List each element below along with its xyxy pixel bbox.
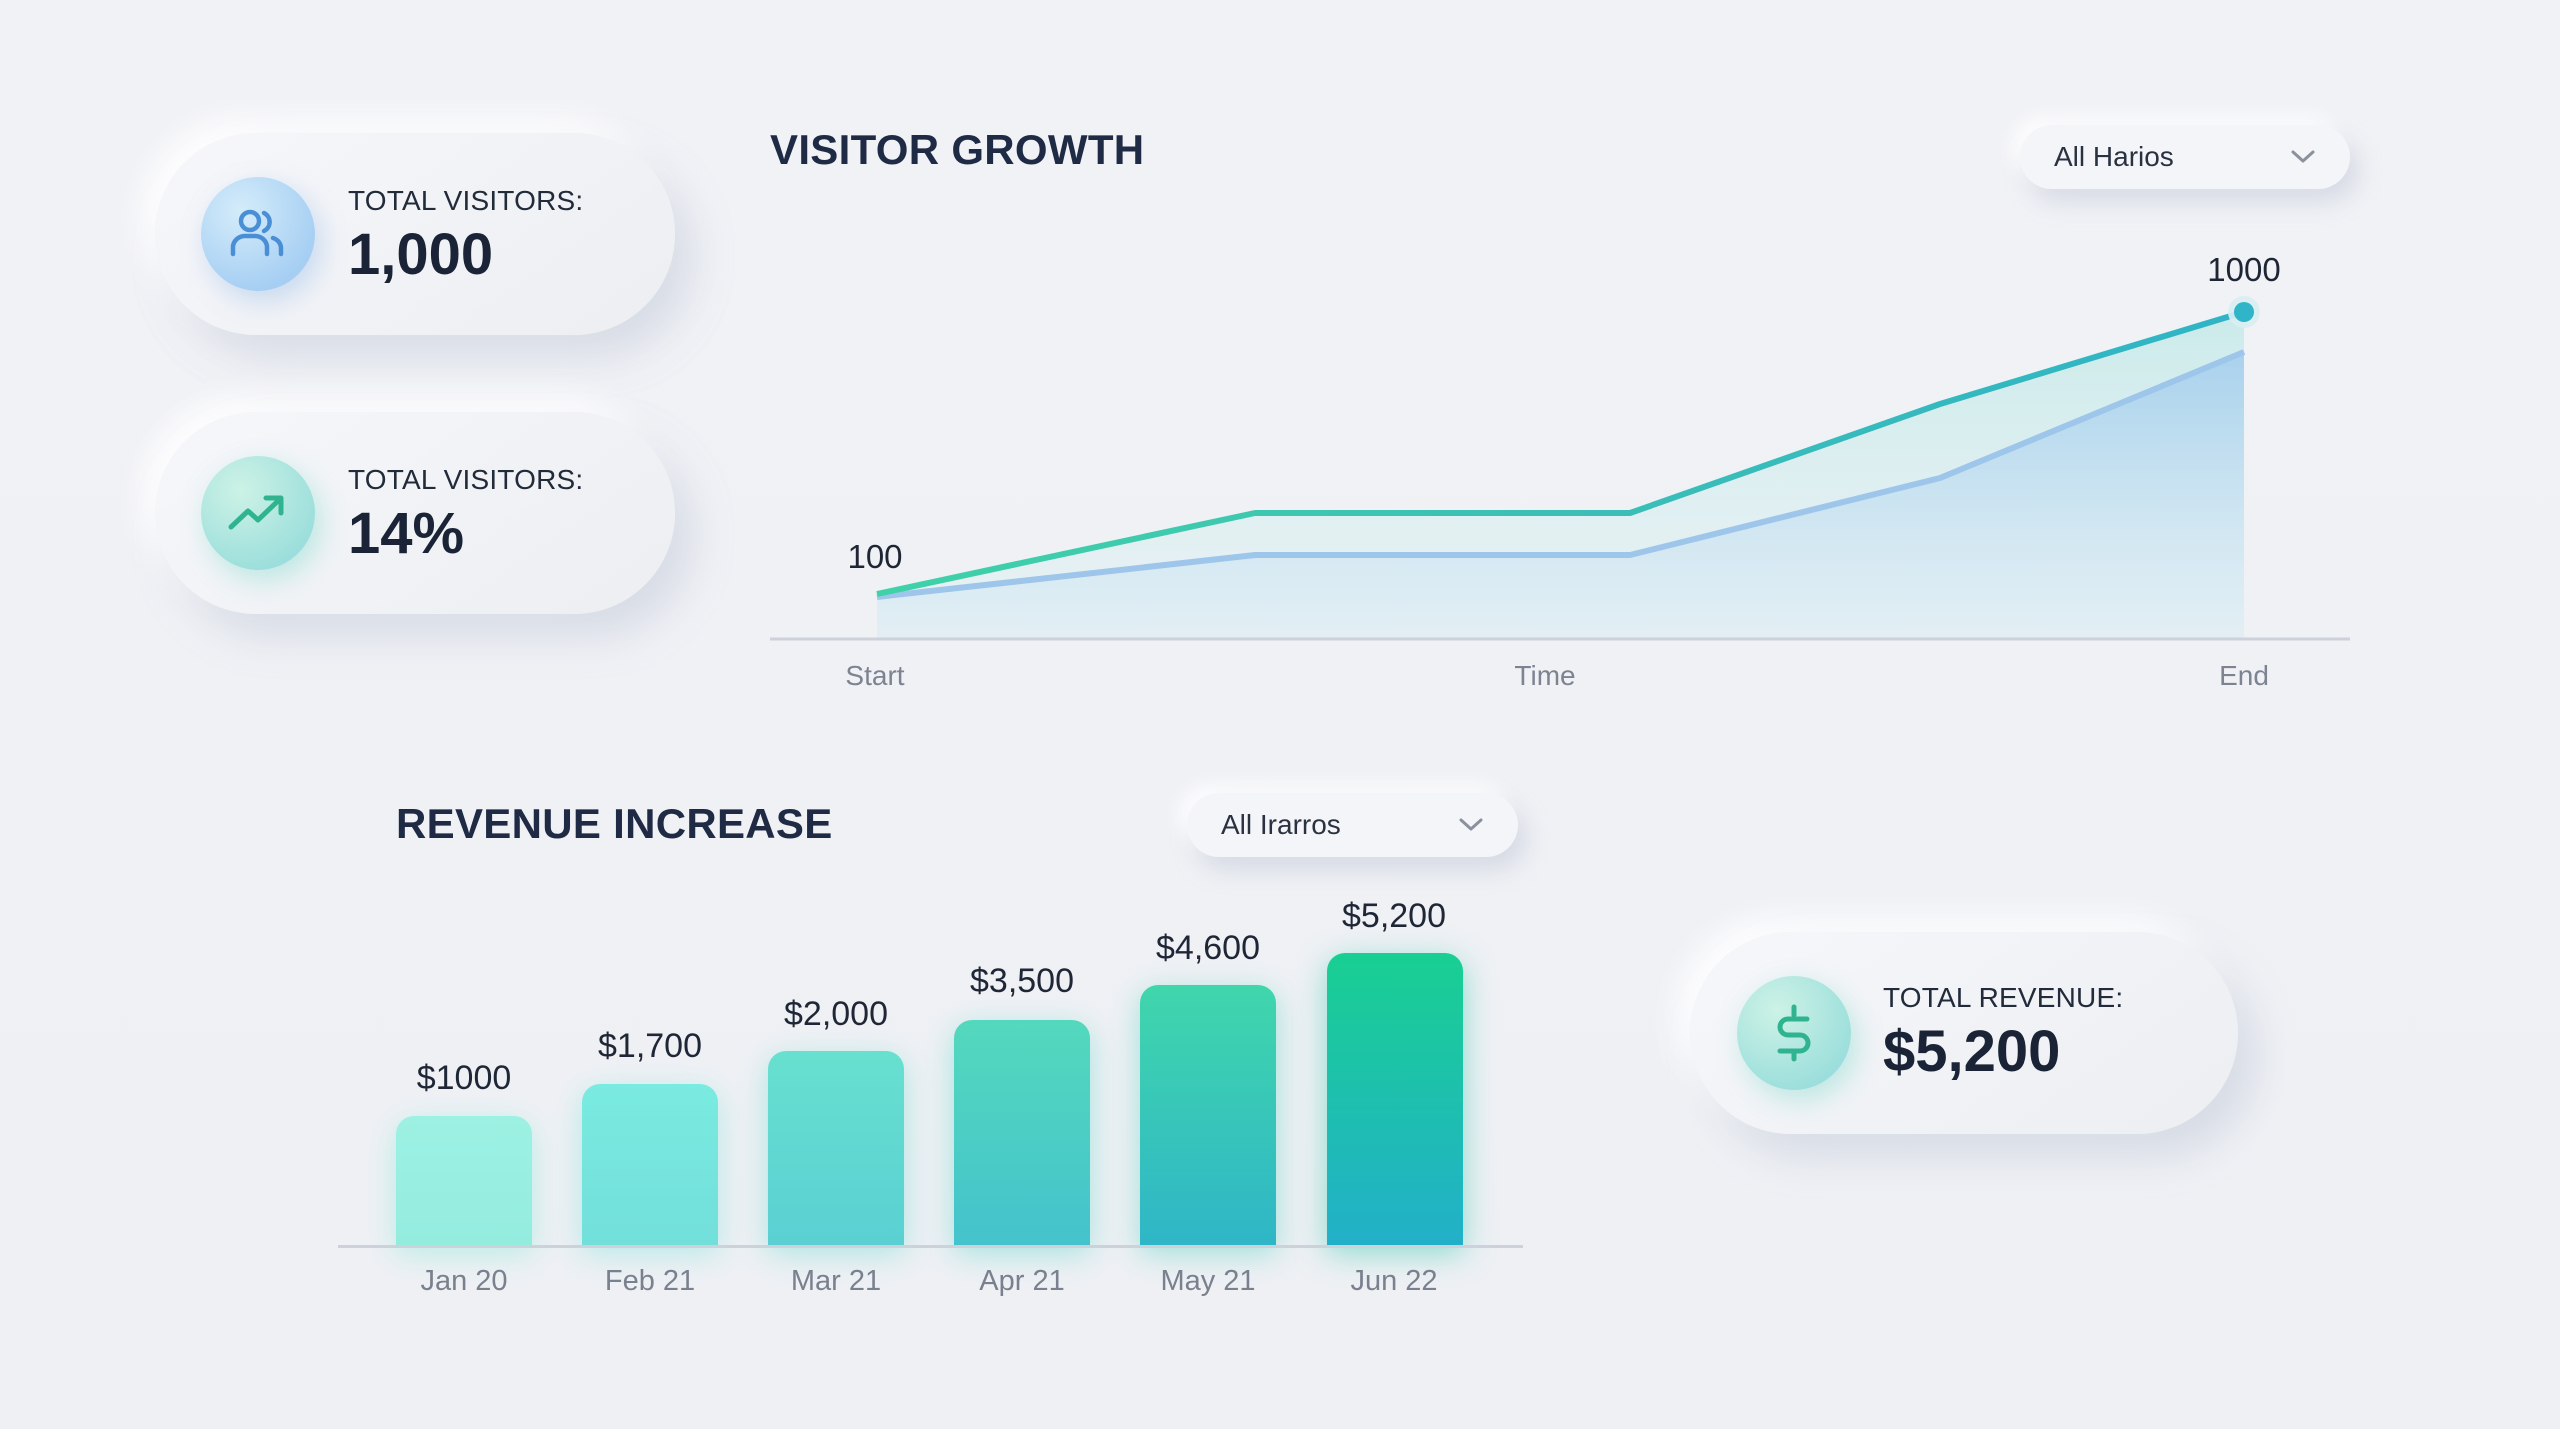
bar-mar-21 [768,1051,904,1245]
start-value-label: 100 [847,538,903,575]
bar-label-jun-22: Jun 22 [1350,1265,1438,1297]
total-visitors-value: 1,000 [348,222,494,287]
revenue-filter-dropdown[interactable]: All Irarros [1187,793,1518,857]
chevron-down-icon [2291,150,2315,163]
bar-jan-20 [396,1116,532,1245]
bar-label-jan-20: Jan 20 [420,1265,508,1297]
x-axis-end: End [2219,660,2269,691]
revenue-filter-selected: All Irarros [1221,809,1341,840]
visitor-filter-dropdown[interactable]: All Harios [2020,125,2350,189]
visitor-growth-chart [770,296,2350,641]
bar-label-mar-21: Mar 21 [790,1265,882,1297]
trending-up-icon [228,495,284,530]
revenue-bar-chart [338,880,1523,1248]
bar-label-feb-21: Feb 21 [604,1265,696,1297]
bar-value-may-21: $4,600 [1156,929,1260,967]
bar-jun-22 [1327,953,1463,1245]
visitors-growth-value: 14% [348,501,465,566]
dollar-icon-badge [1737,976,1851,1090]
bar-may-21 [1140,985,1276,1245]
lower-line [876,349,2246,600]
lower-area [877,352,2244,638]
dollar-icon [1777,1004,1811,1062]
bar-value-mar-21: $2,000 [784,995,888,1033]
bar-apr-21 [954,1020,1090,1245]
users-icon [230,209,284,257]
bar-feb-21 [582,1084,718,1245]
bar-value-jan-20: $1000 [416,1059,512,1097]
x-axis-start: Start [845,660,905,691]
bar-value-apr-21: $3,500 [970,962,1074,1000]
total-revenue-label: TOTAL REVENUE: [1883,982,2124,1013]
visitor-growth-title: VISITOR GROWTH [770,126,1145,173]
trending-up-icon-badge [201,456,315,570]
bar-label-may-21: May 21 [1160,1265,1256,1297]
total-revenue-card: TOTAL REVENUE: $5,200 [1690,932,2238,1134]
revenue-increase-title: REVENUE INCREASE [396,800,833,847]
upper-line [876,309,2245,597]
users-icon-badge [201,177,315,291]
bar-value-jun-22: $5,200 [1342,897,1446,935]
total-visitors-card: TOTAL VISITORS: 1,000 [155,133,675,335]
visitors-growth-label: TOTAL VISITORS: [348,464,584,495]
bar-label-apr-21: Apr 21 [979,1265,1065,1297]
total-visitors-label: TOTAL VISITORS: [348,185,584,216]
bar-axis-line [338,1245,1523,1248]
x-axis-title: Time [1514,660,1576,691]
end-value-label: 1000 [2207,251,2281,288]
visitors-growth-card: TOTAL VISITORS: 14% [155,412,675,614]
bar-value-feb-21: $1,700 [598,1027,702,1065]
total-revenue-value: $5,200 [1883,1019,2061,1084]
visitor-filter-selected: All Harios [2054,141,2174,172]
chevron-down-icon [1459,818,1483,831]
